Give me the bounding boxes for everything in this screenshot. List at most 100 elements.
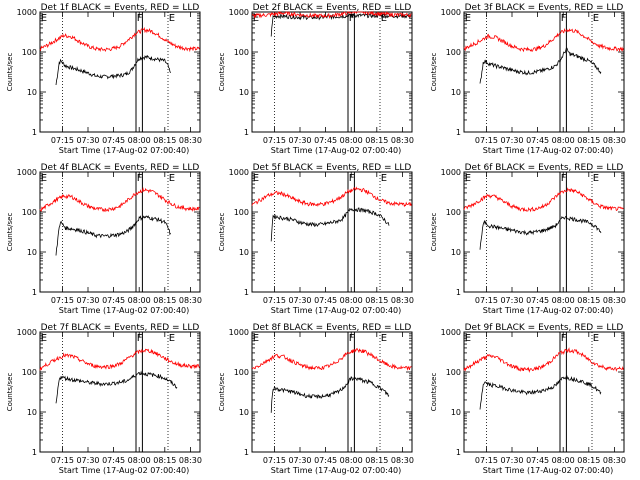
x-tick-label: 08:30 xyxy=(391,136,414,145)
x-tick-label: 07:30 xyxy=(288,296,311,305)
x-tick-label: 07:15 xyxy=(51,136,74,145)
x-axis-label: Start Time (17-Aug-02 07:00:40) xyxy=(271,306,402,315)
y-tick-label: 10 xyxy=(451,408,461,417)
marker-label: E xyxy=(593,333,599,344)
x-tick-label: 08:15 xyxy=(365,296,388,305)
x-tick-label: 07:15 xyxy=(51,296,74,305)
chart-title: Det 6f BLACK = Events, RED = LLD xyxy=(465,163,624,173)
marker-label: E xyxy=(253,333,259,344)
x-axis-label: Start Time (17-Aug-02 07:00:40) xyxy=(483,146,614,155)
x-tick-label: 08:15 xyxy=(577,296,600,305)
chart-title: Det 5f BLACK = Events, RED = LLD xyxy=(253,163,412,173)
x-tick-label: 07:30 xyxy=(76,296,99,305)
marker-label: E xyxy=(253,13,259,24)
y-tick-label: 100 xyxy=(446,368,461,377)
x-tick-label: 08:00 xyxy=(340,456,363,465)
x-tick-label: 07:45 xyxy=(102,136,125,145)
chart-panel-1: Det 1f BLACK = Events, RED = LLD 1 10 100 10… xyxy=(6,3,202,155)
y-tick-label: 1000 xyxy=(17,8,37,17)
x-axis-label: Start Time (17-Aug-02 07:00:40) xyxy=(483,466,614,475)
x-tick-label: 07:30 xyxy=(288,136,311,145)
marker-label: E xyxy=(169,333,175,344)
x-tick-label: 08:15 xyxy=(153,456,176,465)
marker-label: E xyxy=(41,173,47,184)
y-tick-label: 1000 xyxy=(441,8,461,17)
x-tick-label: 07:15 xyxy=(263,136,286,145)
x-tick-label: 07:45 xyxy=(526,136,549,145)
y-tick-label: 1 xyxy=(456,448,461,457)
x-tick-label: 07:30 xyxy=(500,296,523,305)
x-tick-label: 07:30 xyxy=(76,136,99,145)
chart-title: Det 9f BLACK = Events, RED = LLD xyxy=(465,323,624,333)
y-tick-label: 10 xyxy=(451,88,461,97)
series-events-line xyxy=(479,374,602,410)
y-tick-label: 1000 xyxy=(229,168,249,177)
x-tick-label: 07:30 xyxy=(500,136,523,145)
marker-label: E xyxy=(169,13,175,24)
y-tick-label: 10 xyxy=(239,408,249,417)
y-axis-label: Counts/sec xyxy=(430,213,438,252)
plot-frame xyxy=(463,171,625,293)
plot-frame xyxy=(39,11,201,133)
x-tick-label: 07:45 xyxy=(314,456,337,465)
x-tick-label: 08:30 xyxy=(179,296,202,305)
y-tick-label: 1000 xyxy=(441,168,461,177)
series-lld-line xyxy=(463,187,624,213)
series-lld-line xyxy=(251,347,412,371)
x-tick-label: 07:45 xyxy=(102,456,125,465)
x-tick-label: 08:00 xyxy=(552,296,575,305)
x-tick-label: 07:45 xyxy=(314,296,337,305)
x-axis-label: Start Time (17-Aug-02 07:00:40) xyxy=(271,146,402,155)
x-axis-label: Start Time (17-Aug-02 07:00:40) xyxy=(483,306,614,315)
y-tick-label: 10 xyxy=(451,248,461,257)
series-events-line xyxy=(479,215,602,250)
plot-frame xyxy=(251,171,413,293)
marker-label: F xyxy=(137,13,143,24)
marker-label: E xyxy=(465,173,471,184)
y-tick-label: 100 xyxy=(22,368,37,377)
y-tick-label: 1 xyxy=(456,288,461,297)
x-tick-label: 08:15 xyxy=(153,296,176,305)
y-tick-label: 100 xyxy=(234,208,249,217)
marker-label: F xyxy=(137,173,143,184)
y-tick-label: 1000 xyxy=(229,328,249,337)
x-tick-label: 07:15 xyxy=(263,456,286,465)
y-tick-label: 1000 xyxy=(17,328,37,337)
x-tick-label: 07:15 xyxy=(263,296,286,305)
marker-label: E xyxy=(169,173,175,184)
x-tick-label: 07:30 xyxy=(500,456,523,465)
marker-label: E xyxy=(381,13,387,24)
x-tick-label: 08:00 xyxy=(552,456,575,465)
x-tick-label: 07:15 xyxy=(475,296,498,305)
series-events-line xyxy=(270,207,390,242)
series-lld-line xyxy=(251,186,412,208)
chart-title: Det 8f BLACK = Events, RED = LLD xyxy=(253,323,412,333)
y-tick-label: 1 xyxy=(32,128,37,137)
series-events-line xyxy=(55,215,171,256)
y-tick-label: 1 xyxy=(456,128,461,137)
chart-panel-5: Det 5f BLACK = Events, RED = LLD 1 10 100 10… xyxy=(218,163,414,315)
x-tick-label: 08:00 xyxy=(128,136,151,145)
chart-panel-6: Det 6f BLACK = Events, RED = LLD 1 10 100 10… xyxy=(430,163,626,315)
x-tick-label: 08:00 xyxy=(340,296,363,305)
y-tick-label: 10 xyxy=(239,248,249,257)
marker-label: F xyxy=(137,333,143,344)
x-tick-label: 08:15 xyxy=(365,456,388,465)
series-events-line xyxy=(55,370,178,404)
series-events-line xyxy=(55,54,171,86)
y-tick-label: 10 xyxy=(27,248,37,257)
plot-frame xyxy=(463,11,625,133)
x-tick-label: 08:00 xyxy=(128,456,151,465)
marker-label: F xyxy=(349,333,355,344)
x-tick-label: 08:00 xyxy=(552,136,575,145)
y-tick-label: 100 xyxy=(22,208,37,217)
x-tick-label: 08:15 xyxy=(153,136,176,145)
marker-label: E xyxy=(381,173,387,184)
series-lld-line xyxy=(39,187,200,213)
x-tick-label: 07:30 xyxy=(288,456,311,465)
y-tick-label: 1 xyxy=(244,448,249,457)
marker-label: F xyxy=(561,173,567,184)
x-axis-label: Start Time (17-Aug-02 07:00:40) xyxy=(59,306,190,315)
x-axis-label: Start Time (17-Aug-02 07:00:40) xyxy=(59,466,190,475)
y-tick-label: 1 xyxy=(244,288,249,297)
